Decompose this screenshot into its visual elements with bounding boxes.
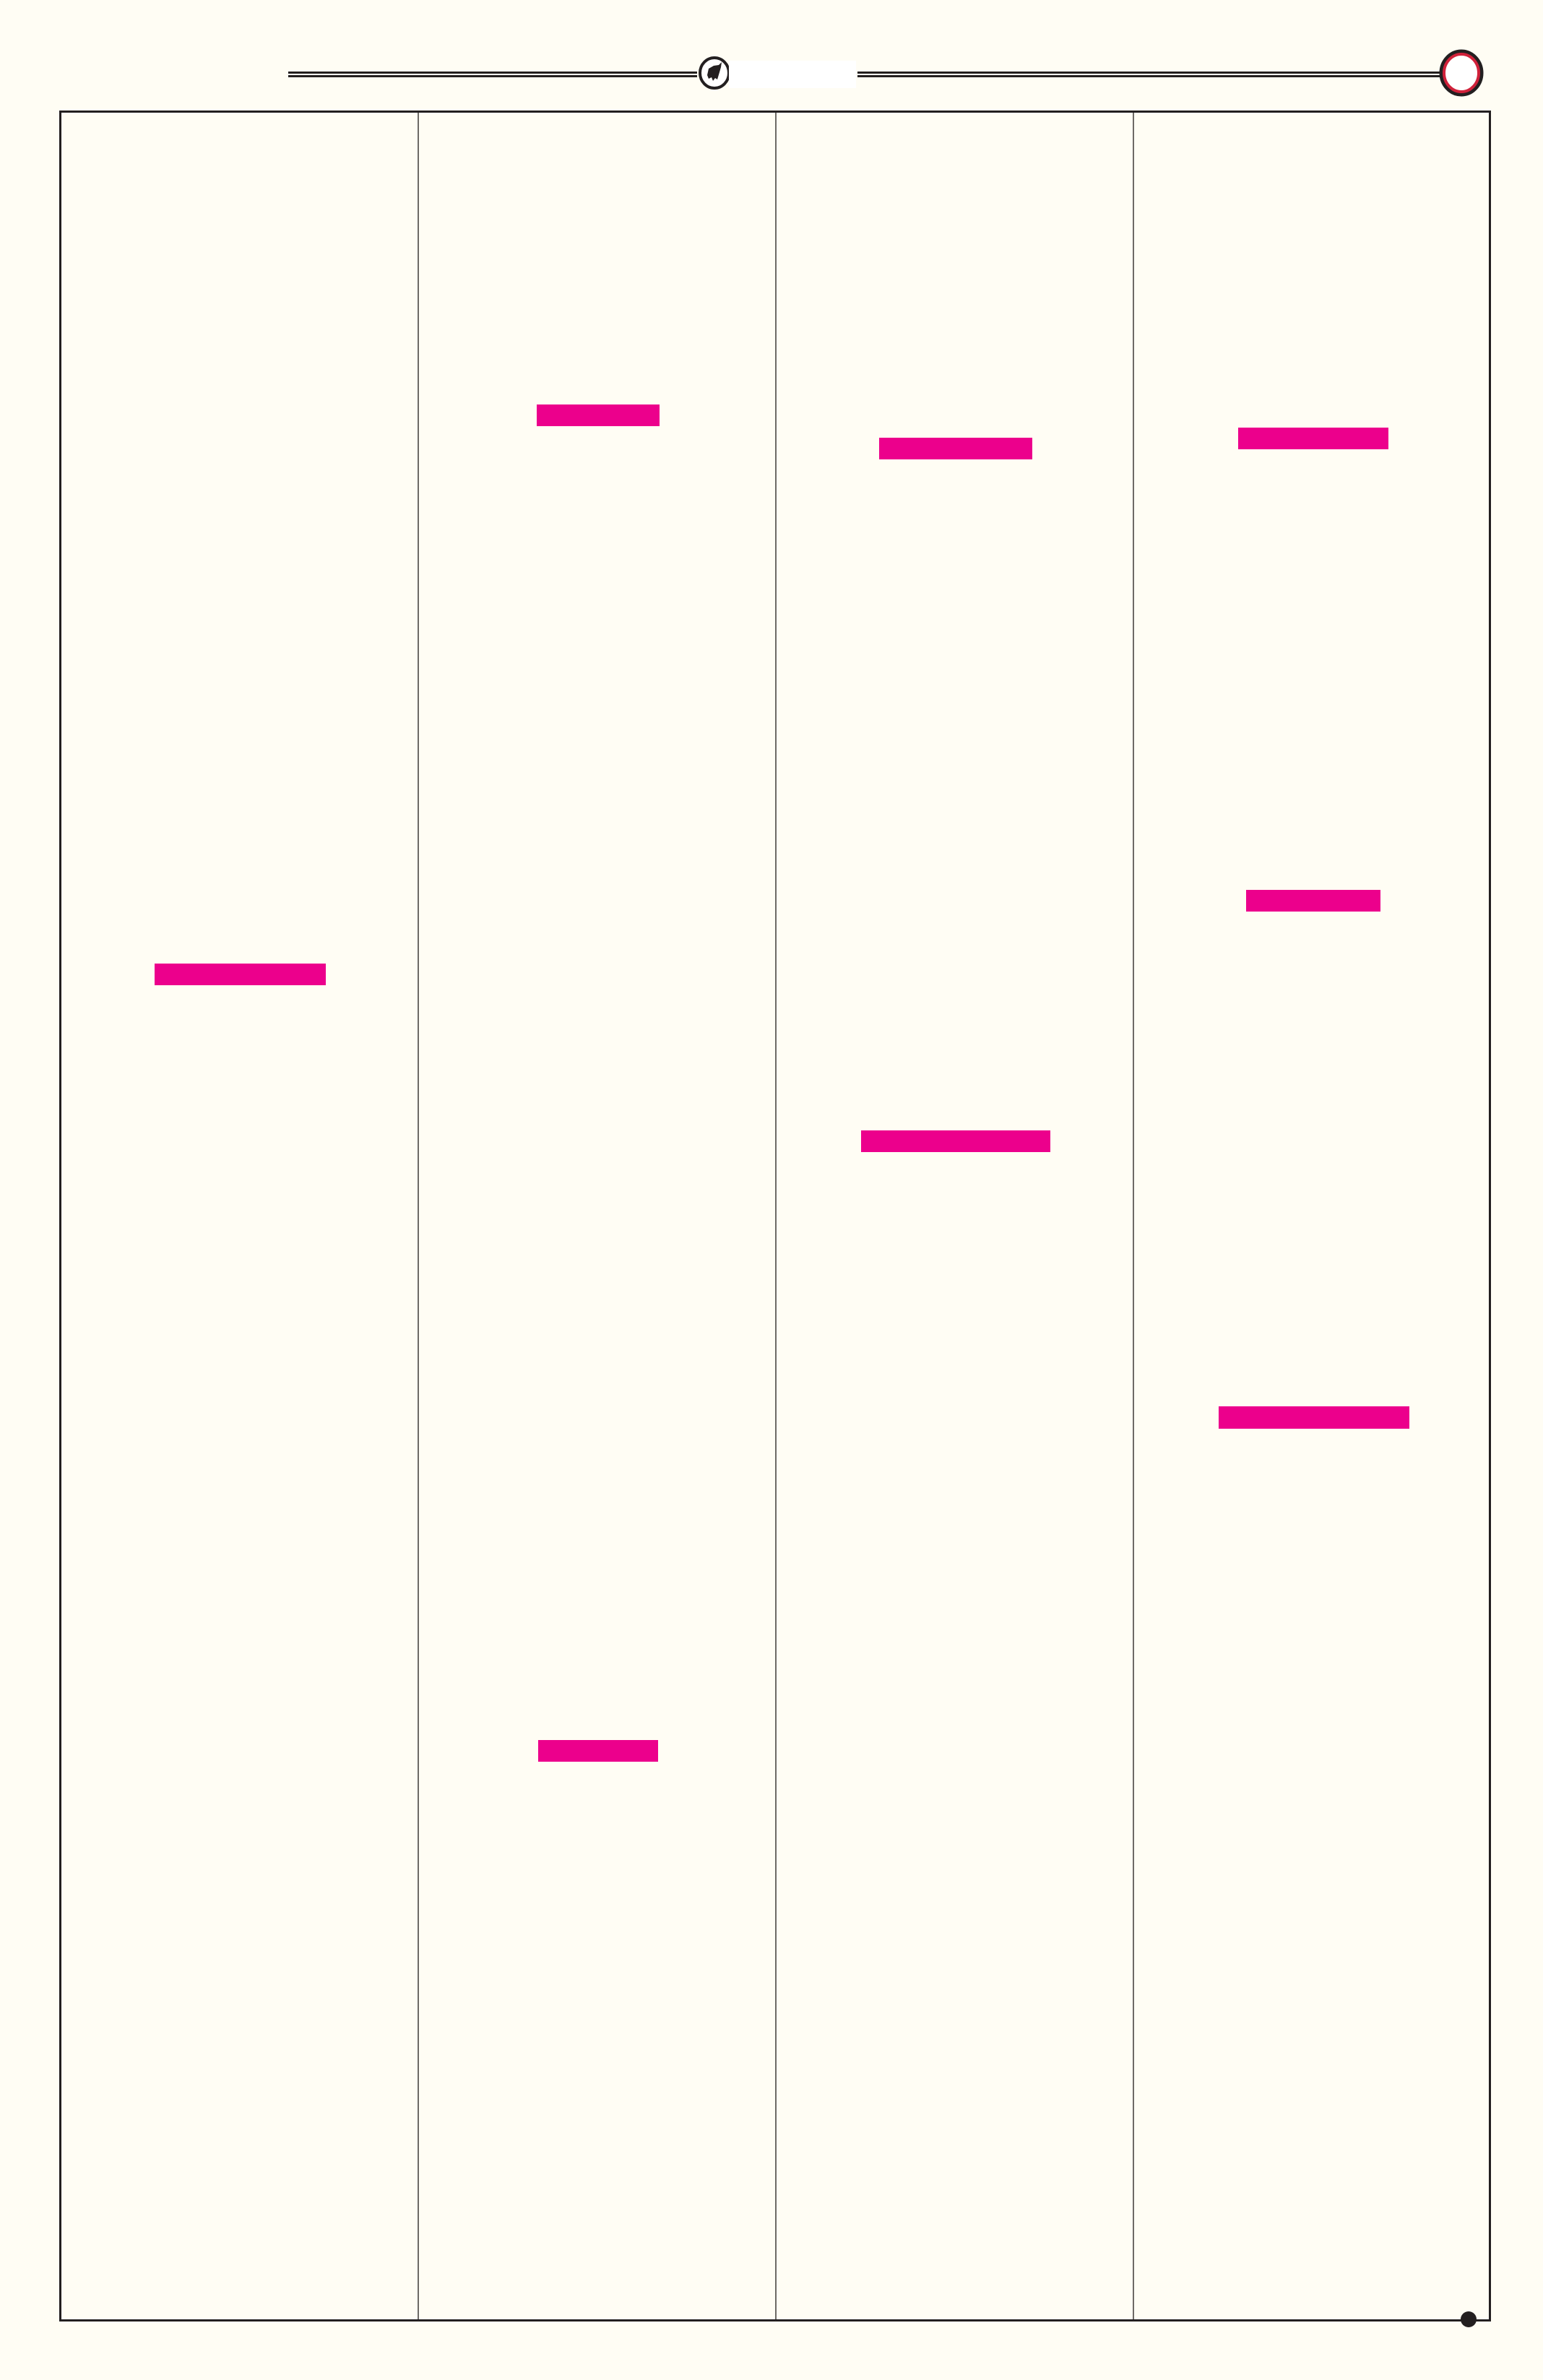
highlight-bar (1238, 428, 1388, 449)
highlight-bar (155, 964, 326, 985)
bull-emblem-icon (698, 56, 731, 90)
highlight-bar (1219, 1406, 1409, 1429)
highlight-bar (861, 1130, 1050, 1152)
column-divider (775, 113, 777, 2319)
red-ring-icon (1439, 49, 1484, 97)
page-frame (59, 111, 1491, 2321)
column-divider (418, 113, 419, 2319)
header-rule-right (857, 72, 1441, 74)
header-rule-left (288, 72, 697, 74)
corner-dot (1461, 2311, 1477, 2327)
header-title-box (729, 61, 856, 88)
highlight-bar (538, 1740, 658, 1762)
highlight-bar (1246, 890, 1380, 912)
column-divider (1133, 113, 1134, 2319)
highlight-bar (879, 438, 1032, 459)
highlight-bar (537, 404, 660, 426)
